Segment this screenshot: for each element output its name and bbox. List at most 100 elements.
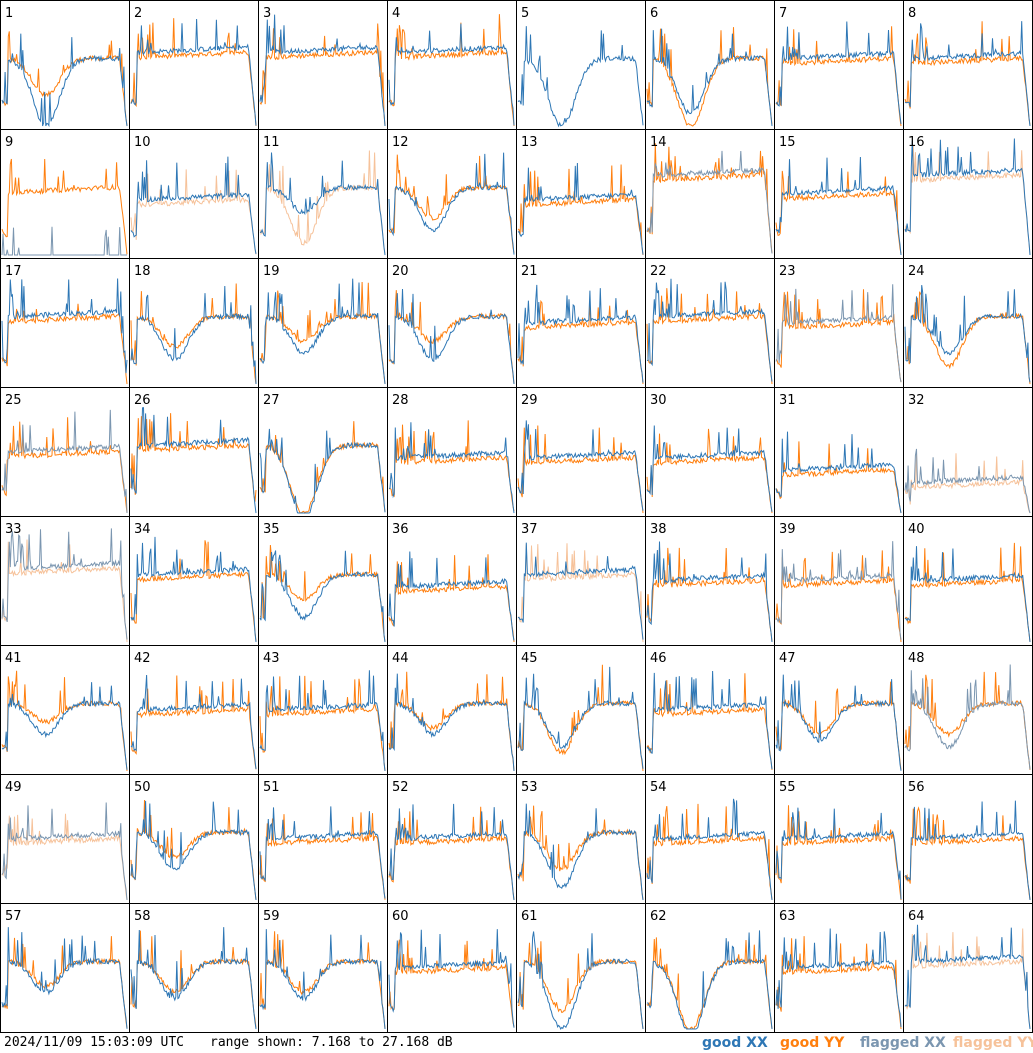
panel-label: 60 [392,909,409,924]
panel-label: 6 [650,6,658,21]
panel-50: 50 [129,774,259,904]
panel-61: 61 [516,903,646,1033]
series-xx-good [517,26,644,128]
series-xx-good [775,156,902,256]
panel-label: 25 [5,393,22,408]
panel-label: 52 [392,780,409,795]
footer: 2024/11/09 15:03:09 UTC range shown: 7.1… [0,1033,1033,1053]
series-xx-flagged [1,226,127,256]
panel-frame [258,258,388,388]
series-xx-good [388,23,515,126]
series-xx-good [646,798,773,901]
series-xx-good [517,542,644,640]
series-xx-good [775,21,902,124]
legend-flagged-xx: flagged XX [860,1035,946,1051]
series-xx-good [130,927,257,1030]
series-yy-good [1,158,128,255]
panel-30: 30 [645,387,775,517]
panel-frame [774,774,904,904]
panel-6: 6 [645,0,775,130]
panel-36: 36 [387,516,517,646]
series-xx-flagged [904,664,1031,770]
series-yy-good [646,673,773,770]
panel-59: 59 [258,903,388,1033]
panel-label: 22 [650,264,667,279]
panel-label: 16 [908,135,925,150]
panel-label: 20 [392,264,409,279]
panel-45: 45 [516,645,646,775]
series-xx-good [646,28,773,127]
panel-label: 28 [392,393,409,408]
panel-label: 8 [908,6,916,21]
panel-frame [903,387,1033,517]
series-xx-good [646,670,773,770]
panel-46: 46 [645,645,775,775]
panel-35: 35 [258,516,388,646]
series-xx-good [517,162,644,255]
panel-label: 41 [5,651,22,666]
series-yy-good [130,675,257,770]
series-xx-good [259,278,386,385]
panel-2: 2 [129,0,259,130]
panel-label: 51 [263,780,280,795]
series-yy-good [259,281,386,385]
series-xx-good [517,666,644,769]
panel-label: 13 [521,135,538,150]
panel-37: 37 [516,516,646,646]
series-xx-good [259,550,386,643]
panel-label: 57 [5,909,22,924]
series-yy-good [388,290,515,385]
panel-23: 23 [774,258,904,388]
series-yy-good [259,812,386,900]
legend-good-yy: good YY [780,1035,845,1051]
panel-frame [903,645,1033,775]
panel-64: 64 [903,903,1033,1033]
series-yy-good [646,803,773,901]
series-yy-good [646,143,773,254]
panel-frame [258,0,388,130]
series-yy-good [388,14,515,127]
series-yy-good [388,939,515,1027]
series-xx-good [388,803,515,901]
series-xx-good [130,285,257,385]
panel-frame [774,387,904,517]
series-xx-good [130,536,257,643]
series-xx-good [1,927,128,1029]
panel-label: 61 [521,909,538,924]
panel-24: 24 [903,258,1033,388]
panel-9: 9 [0,129,130,259]
panel-frame [129,387,259,517]
panel-label: 42 [134,651,151,666]
panel-19: 19 [258,258,388,388]
panel-label: 18 [134,264,151,279]
panel-label: 7 [779,6,787,21]
panel-29: 29 [516,387,646,517]
panel-frame [903,0,1033,130]
panel-label: 15 [779,135,796,150]
series-xx-flagged [775,284,902,383]
panel-label: 48 [908,651,925,666]
panel-40: 40 [903,516,1033,646]
panel-label: 9 [5,135,13,150]
panel-49: 49 [0,774,130,904]
panel-frame [645,129,775,259]
series-xx-good [1,33,128,128]
series-xx-good [389,422,515,514]
series-yy-good [517,425,644,514]
panel-frame [129,645,259,775]
panel-label: 23 [779,264,796,279]
panel-label: 5 [521,6,529,21]
series-yy-flagged [904,453,1031,514]
series-yy-good [646,428,773,514]
series-xx-flagged [1,528,128,640]
series-xx-good [388,551,515,641]
panel-label: 49 [5,780,22,795]
series-xx-good [388,929,515,1028]
panel-label: 50 [134,780,151,795]
series-xx-good [259,806,386,899]
panel-26: 26 [129,387,259,517]
panel-label: 47 [779,651,796,666]
series-yy-good [259,675,386,772]
panel-label: 37 [521,522,538,537]
series-yy-flagged [904,145,1031,255]
